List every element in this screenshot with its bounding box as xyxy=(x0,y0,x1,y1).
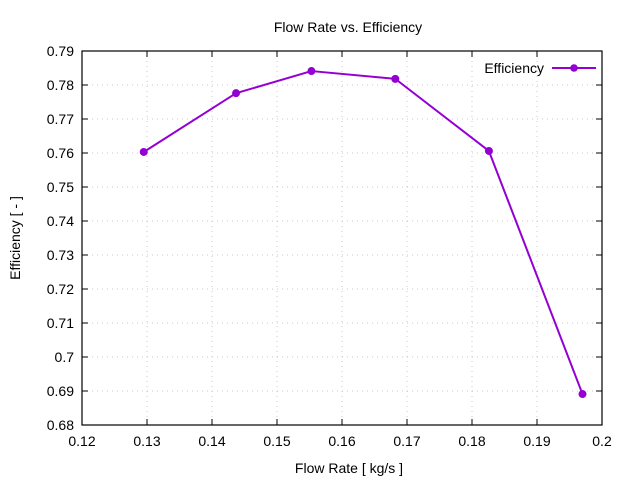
x-tick-label: 0.14 xyxy=(198,433,225,449)
y-tick-label: 0.74 xyxy=(47,213,74,229)
y-tick-label: 0.68 xyxy=(47,417,74,433)
data-point xyxy=(232,89,241,98)
data-point xyxy=(307,67,316,76)
legend: Efficiency xyxy=(484,60,596,76)
x-axis-label: Flow Rate [ kg/s ] xyxy=(295,460,403,476)
chart-title: Flow Rate vs. Efficiency xyxy=(274,19,422,35)
y-tick-label: 0.78 xyxy=(47,77,74,93)
plot-frame xyxy=(81,50,603,426)
series-line-efficiency xyxy=(143,70,584,395)
legend-marker xyxy=(570,64,578,72)
y-tick-label: 0.77 xyxy=(47,111,74,127)
y-tick-label: 0.79 xyxy=(47,43,74,59)
legend-label: Efficiency xyxy=(484,60,544,76)
data-point xyxy=(578,390,587,399)
grid xyxy=(82,51,602,425)
data-point xyxy=(391,74,400,83)
ticks xyxy=(81,50,603,426)
y-tick-label: 0.7 xyxy=(55,349,75,365)
y-tick-label: 0.75 xyxy=(47,179,74,195)
x-tick-label: 0.18 xyxy=(458,433,485,449)
x-tick-label: 0.13 xyxy=(133,433,160,449)
y-tick-label: 0.69 xyxy=(47,383,74,399)
x-tick-label: 0.19 xyxy=(523,433,550,449)
x-tick-label: 0.2 xyxy=(592,433,612,449)
y-tick-labels: 0.68 0.69 0.7 0.71 0.72 0.73 0.74 0.75 0.76 0.77 0… xyxy=(47,43,74,433)
series-layer xyxy=(139,67,587,399)
y-tick-label: 0.73 xyxy=(47,247,74,263)
x-tick-label: 0.12 xyxy=(68,433,95,449)
y-tick-label: 0.71 xyxy=(47,315,74,331)
x-tick-label: 0.15 xyxy=(263,433,290,449)
y-axis-label: Efficiency [ - ] xyxy=(7,196,23,280)
y-tick-label: 0.76 xyxy=(47,145,74,161)
x-tick-label: 0.17 xyxy=(393,433,420,449)
y-tick-label: 0.72 xyxy=(47,281,74,297)
data-point xyxy=(484,146,493,155)
x-tick-labels: 0.12 0.13 0.14 0.15 0.16 0.17 0.18 0.19 0.2 xyxy=(68,433,612,449)
data-point xyxy=(139,147,148,156)
x-tick-label: 0.16 xyxy=(328,433,355,449)
